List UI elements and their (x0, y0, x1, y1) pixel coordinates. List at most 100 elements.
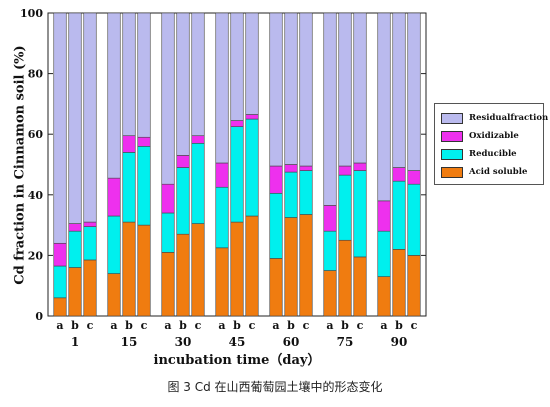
bar-segment-reducible (377, 230, 391, 277)
bar-segment-residualfraction (269, 12, 283, 167)
bar-segment-acid-soluble (392, 249, 406, 317)
bar-segment-reducible (161, 212, 175, 253)
bar-segment-acid-soluble (377, 276, 391, 317)
group-label: 1 (71, 335, 79, 349)
bar-segment-reducible (299, 170, 313, 215)
bar-segment-oxidizable (230, 120, 244, 127)
subgroup-label: c (87, 319, 94, 332)
bar-segment-reducible (191, 142, 205, 224)
bar-segment-oxidizable (83, 221, 97, 227)
y-tick-label: 20 (28, 249, 44, 262)
bar-segment-acid-soluble (122, 221, 136, 317)
group-label: 15 (121, 335, 138, 349)
subgroup-label: c (141, 319, 148, 332)
bar-segment-oxidizable (377, 200, 391, 232)
bar-segment-reducible (215, 186, 229, 249)
y-tick-label: 80 (28, 68, 44, 81)
group-label: 75 (337, 335, 354, 349)
legend-label: Oxidizable (469, 131, 519, 141)
y-tick-label: 100 (20, 7, 43, 20)
legend-swatch (441, 112, 463, 124)
legend-label: Reducible (469, 149, 517, 159)
bar-segment-residualfraction (407, 12, 421, 171)
bar-segment-acid-soluble (299, 214, 313, 317)
subgroup-label: b (71, 319, 79, 332)
bar-segment-oxidizable (338, 165, 352, 176)
subgroup-label: a (272, 319, 279, 332)
subgroup-label: a (218, 319, 225, 332)
bar-segment-acid-soluble (53, 297, 67, 317)
bar-segment-reducible (338, 174, 352, 241)
bar-segment-reducible (245, 118, 259, 217)
bar-segment-acid-soluble (269, 258, 283, 317)
subgroup-label: c (249, 319, 256, 332)
bar-segment-residualfraction (392, 12, 406, 168)
bar-segment-residualfraction (215, 12, 229, 164)
bar-segment-residualfraction (191, 12, 205, 137)
bar-segment-residualfraction (83, 12, 97, 223)
subgroup-label: c (357, 319, 364, 332)
bar-segment-oxidizable (53, 242, 67, 267)
bar-segment-oxidizable (353, 162, 367, 171)
y-tick-label: 40 (28, 189, 44, 202)
legend-item: Acid soluble (441, 166, 527, 178)
bar-segment-oxidizable (122, 135, 136, 153)
bar-segment-oxidizable (176, 155, 190, 168)
bar-segment-acid-soluble (68, 267, 82, 317)
bar-segment-residualfraction (245, 12, 259, 115)
subgroup-label: b (179, 319, 187, 332)
group-label: 90 (391, 335, 408, 349)
legend-swatch (441, 166, 463, 178)
bar-segment-acid-soluble (107, 273, 121, 317)
legend-item: Residualfraction (441, 112, 548, 124)
bar-segment-reducible (323, 230, 337, 271)
bar-segment-residualfraction (68, 12, 82, 224)
bar-segment-reducible (83, 226, 97, 261)
bar-segment-residualfraction (353, 12, 367, 164)
bar-segment-acid-soluble (230, 221, 244, 317)
bar-segment-residualfraction (176, 12, 190, 156)
bar-segment-reducible (107, 215, 121, 274)
bar-segment-residualfraction (377, 12, 391, 202)
bar-segment-acid-soluble (407, 255, 421, 317)
bar-segment-oxidizable (299, 165, 313, 171)
group-label: 45 (229, 335, 246, 349)
y-tick-label: 0 (35, 310, 43, 323)
bar-segment-acid-soluble (284, 217, 298, 317)
subgroup-label: a (164, 319, 171, 332)
bar-segment-residualfraction (299, 12, 313, 167)
subgroup-label: b (395, 319, 403, 332)
bar-segment-acid-soluble (191, 223, 205, 317)
bar-segment-reducible (284, 171, 298, 218)
group-label: 60 (283, 335, 300, 349)
subgroup-label: c (303, 319, 310, 332)
bar-segment-oxidizable (215, 162, 229, 188)
bar-segment-oxidizable (68, 223, 82, 232)
legend-label: Acid soluble (469, 167, 528, 177)
bar-segment-residualfraction (137, 12, 151, 138)
x-axis-label: incubation time（day） (153, 353, 321, 368)
bar-segment-oxidizable (191, 135, 205, 144)
bar-segment-acid-soluble (323, 270, 337, 317)
subgroup-label: b (233, 319, 241, 332)
bar-segment-oxidizable (269, 165, 283, 194)
bar-segment-reducible (122, 152, 136, 223)
bar-segment-residualfraction (53, 12, 67, 244)
bar-segment-reducible (392, 180, 406, 250)
bar-segment-residualfraction (284, 12, 298, 165)
subgroup-label: a (326, 319, 333, 332)
bar-segment-acid-soluble (353, 256, 367, 317)
subgroup-label: c (411, 319, 418, 332)
legend-swatch (441, 148, 463, 160)
bar-segment-oxidizable (407, 170, 421, 185)
subgroup-label: a (110, 319, 117, 332)
bar-segment-oxidizable (392, 167, 406, 182)
legend: Residualfraction Oxidizable Reducible Acid … (434, 103, 548, 185)
bar-segment-acid-soluble (176, 233, 190, 317)
bar-segment-reducible (68, 230, 82, 268)
bar-segment-reducible (137, 146, 151, 226)
bar-segment-residualfraction (107, 12, 121, 179)
bar-segment-reducible (353, 170, 367, 258)
legend-item: Reducible (441, 148, 517, 160)
